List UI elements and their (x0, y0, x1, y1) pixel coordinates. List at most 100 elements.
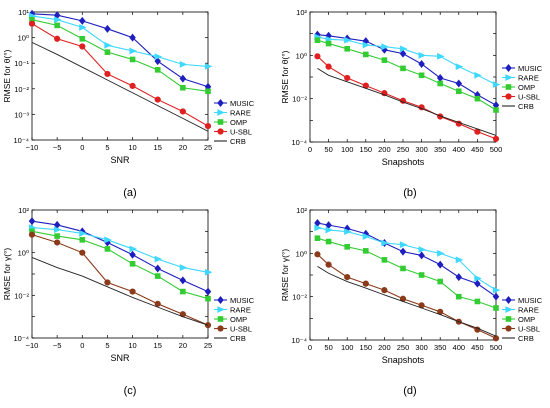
x-tick-label: 200 (378, 343, 391, 352)
x-tick-label: 400 (453, 145, 466, 154)
legend-marker (217, 128, 224, 135)
series-crb (317, 265, 497, 337)
data-point (79, 16, 86, 25)
x-tick-label: 15 (154, 341, 162, 350)
x-tick-label: −10 (26, 143, 39, 152)
legend-label: RARE (518, 74, 539, 83)
data-point (325, 35, 334, 43)
data-point (437, 80, 443, 87)
y-tick-label: 10⁰ (18, 249, 29, 258)
data-point (381, 257, 388, 263)
data-point (28, 217, 36, 226)
data-point (418, 51, 427, 59)
legend-marker (217, 109, 225, 116)
data-point (314, 53, 321, 60)
y-tick-label: 10⁰ (296, 51, 307, 60)
x-tick-label: 15 (154, 143, 162, 152)
legend-label: U-SBL (230, 325, 252, 334)
data-point (180, 288, 186, 295)
data-point (418, 246, 427, 253)
legend-label: U-SBL (230, 128, 252, 137)
series-line (31, 41, 209, 132)
data-point (205, 295, 211, 302)
y-axis-label: RMSE for θ(°) (280, 50, 290, 103)
y-tick-label: 10⁻⁴ (291, 336, 307, 345)
legend-label: U-SBL (518, 325, 540, 334)
y-tick-label: 10² (296, 8, 307, 17)
legend-marker (217, 306, 225, 313)
x-tick-label: 0 (80, 341, 84, 350)
data-point (456, 88, 462, 95)
data-point (436, 260, 444, 269)
data-point (363, 51, 369, 58)
legend-marker (505, 325, 512, 332)
data-point (363, 248, 369, 254)
x-tick-label: 5 (105, 143, 109, 152)
legend-label: MUSIC (518, 296, 543, 305)
data-point (154, 255, 163, 263)
panel-label: (d) (403, 385, 416, 397)
legend-label: CRB (518, 102, 534, 111)
data-point (154, 67, 161, 73)
data-point (381, 287, 388, 294)
data-point (54, 233, 60, 239)
legend-label: OMP (518, 83, 535, 92)
y-tick-label: 10⁻⁴ (291, 138, 307, 147)
chart-panel-4: 10² 10⁰ 10⁻² 10⁻⁴0 50 100 150 200 250 300 350 400 45… (280, 206, 543, 397)
legend-marker (505, 296, 512, 304)
x-tick-label: 50 (324, 343, 332, 352)
y-tick-label: 10⁰ (18, 34, 29, 43)
x-tick-label: 350 (434, 145, 447, 154)
data-point (129, 245, 137, 253)
data-point (104, 41, 112, 49)
data-point (344, 46, 350, 52)
data-point (400, 265, 406, 272)
data-point (493, 305, 499, 311)
data-point (456, 293, 462, 300)
plot-frame (309, 11, 497, 143)
x-axis-label: Snapshots (382, 157, 425, 167)
series-music (314, 219, 500, 301)
y-axis-label: RMSE for γ(°) (2, 248, 12, 301)
data-point (493, 107, 499, 113)
data-point (474, 274, 482, 282)
legend-label: MUSIC (230, 296, 255, 305)
data-point (400, 65, 406, 72)
data-point (154, 300, 161, 307)
panel-label: (b) (403, 187, 416, 199)
data-point (179, 60, 188, 68)
data-point (399, 45, 408, 53)
legend-marker (505, 93, 512, 100)
series-line (31, 15, 209, 67)
x-tick-label: 300 (415, 343, 428, 352)
data-point (474, 298, 481, 305)
data-point (104, 246, 111, 252)
y-tick-label: 10⁰ (296, 249, 307, 258)
chart-panel-3: 10² 10⁰ 10⁻² 10⁻⁴−10 −5 0 5 10 15 20 25 SNR RMSE for… (2, 206, 255, 397)
data-point (437, 249, 445, 257)
plot-frame (31, 11, 209, 141)
series-line (31, 227, 209, 273)
data-point (54, 35, 61, 42)
x-tick-label: 0 (308, 145, 312, 154)
series-omp (314, 235, 499, 311)
data-point (437, 52, 445, 60)
data-point (314, 37, 321, 43)
x-tick-label: 300 (415, 145, 428, 154)
data-point (455, 79, 463, 88)
panel-label: (a) (123, 187, 136, 199)
y-tick-label: 10⁻² (292, 293, 307, 302)
series-line (317, 67, 497, 136)
series-u-sbl (28, 20, 212, 130)
plot-frame (309, 209, 497, 341)
x-tick-label: 250 (397, 343, 410, 352)
legend-marker (217, 119, 224, 125)
x-tick-label: 450 (471, 145, 484, 154)
legend-label: U-SBL (518, 93, 540, 102)
x-tick-label: 500 (490, 343, 503, 352)
legend-label: CRB (230, 137, 246, 146)
